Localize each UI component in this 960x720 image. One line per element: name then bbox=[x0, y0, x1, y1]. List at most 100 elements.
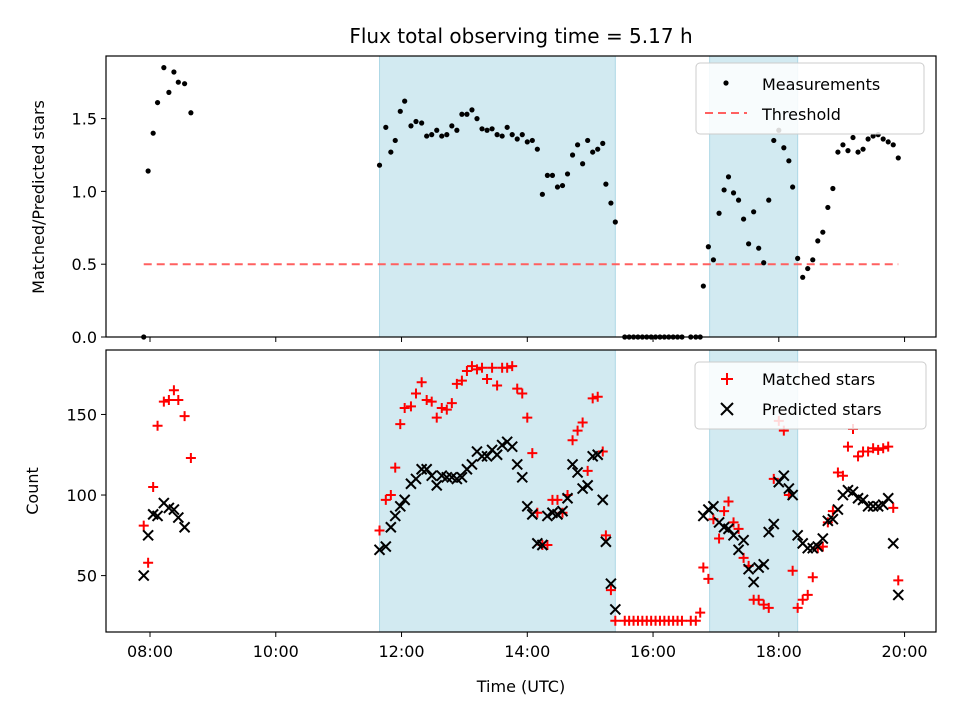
measurement-point bbox=[716, 210, 722, 216]
predicted-star-point bbox=[566, 458, 579, 471]
matched-star-point bbox=[703, 573, 714, 584]
predicted-star-point bbox=[609, 603, 622, 616]
matched-star-point bbox=[822, 517, 833, 528]
top-legend-box bbox=[695, 62, 925, 135]
measurement-point bbox=[413, 118, 419, 125]
y-tick-label: 50 bbox=[77, 567, 97, 586]
legend-marker-measurements bbox=[723, 80, 729, 86]
measurement-point bbox=[815, 238, 821, 244]
matched-star-point bbox=[873, 444, 884, 455]
measurement-point bbox=[376, 162, 383, 168]
predicted-star-point bbox=[887, 537, 899, 550]
matched-star-point bbox=[763, 602, 774, 613]
predicted-star-point bbox=[496, 439, 508, 451]
predicted-star-point bbox=[763, 526, 775, 538]
x-tick-label: 10:00 bbox=[253, 642, 299, 661]
predicted-star-point bbox=[431, 479, 443, 492]
matched-star-point bbox=[399, 403, 410, 414]
predicted-star-point bbox=[456, 471, 468, 484]
x-tick-label: 16:00 bbox=[630, 642, 676, 661]
predicted-star-point bbox=[812, 540, 824, 553]
matched-star-point bbox=[451, 378, 462, 389]
measurement-point bbox=[534, 146, 540, 152]
predicted-star-point bbox=[857, 494, 869, 506]
predicted-star-point bbox=[877, 498, 889, 511]
bottom-y-ticks: 50 100 150 bbox=[66, 405, 106, 586]
measurement-point bbox=[383, 124, 389, 130]
y-tick-label: 150 bbox=[66, 405, 97, 424]
measurement-point bbox=[514, 136, 520, 142]
measurement-point bbox=[860, 146, 866, 152]
measurement-point bbox=[590, 149, 596, 155]
measurement-point bbox=[524, 139, 530, 145]
matched-star-point bbox=[733, 523, 744, 534]
matched-star-point bbox=[168, 385, 179, 396]
measurement-point bbox=[479, 126, 485, 132]
matched-star-point bbox=[842, 441, 853, 452]
measurement-point bbox=[161, 65, 167, 71]
matched-star-point bbox=[832, 467, 843, 478]
matched-star-point bbox=[758, 599, 769, 610]
predicted-star-point bbox=[791, 529, 804, 542]
predicted-star-point bbox=[561, 492, 574, 504]
predicted-star-point bbox=[778, 469, 790, 482]
measurement-point bbox=[429, 132, 435, 138]
matched-star-point bbox=[853, 451, 864, 462]
matched-star-point bbox=[807, 572, 818, 583]
measurement-point bbox=[612, 219, 618, 225]
measurement-point bbox=[721, 187, 727, 193]
predicted-star-point bbox=[389, 510, 401, 522]
predicted-star-point bbox=[581, 479, 594, 492]
matched-star-point bbox=[542, 539, 553, 550]
measurement-point bbox=[539, 191, 545, 197]
predicted-star-point bbox=[511, 458, 523, 471]
measurement-point bbox=[850, 134, 856, 141]
matched-star-point bbox=[390, 462, 401, 473]
matched-star-point bbox=[728, 517, 739, 528]
predicted-star-point bbox=[536, 539, 549, 551]
measurement-point bbox=[735, 197, 742, 203]
predicted-star-point bbox=[541, 510, 554, 522]
predicted-star-point bbox=[491, 449, 503, 461]
legend-label-predicted: Predicted stars bbox=[762, 400, 882, 419]
measurement-point bbox=[820, 229, 826, 235]
x-tick-label: 08:00 bbox=[127, 642, 173, 661]
legend-marker-predicted bbox=[720, 402, 734, 416]
measurement-point bbox=[885, 139, 891, 145]
measurement-point bbox=[408, 123, 414, 129]
predicted-star-point bbox=[737, 534, 750, 546]
matched-star-point bbox=[597, 446, 608, 457]
top-y-ticks: 0.0 0.5 1.0 1.5 bbox=[72, 110, 106, 347]
measurement-point bbox=[519, 132, 525, 138]
matched-star-point bbox=[405, 401, 416, 412]
matched-star-point bbox=[787, 565, 798, 576]
predicted-star-point bbox=[847, 486, 859, 498]
measurement-point bbox=[805, 265, 811, 272]
predicted-star-point bbox=[576, 482, 589, 495]
matched-star-point bbox=[436, 403, 447, 414]
measurement-point bbox=[830, 185, 836, 192]
measurement-point bbox=[397, 108, 403, 114]
matched-star-point bbox=[385, 490, 396, 501]
predicted-star-point bbox=[758, 558, 770, 571]
matched-star-point bbox=[426, 396, 437, 407]
predicted-star-point bbox=[394, 500, 406, 513]
matched-stars-points bbox=[138, 361, 904, 626]
predicted-star-point bbox=[892, 589, 904, 601]
predicted-star-point bbox=[426, 469, 438, 482]
measurement-point bbox=[444, 132, 450, 138]
legend-label-threshold: Threshold bbox=[761, 105, 841, 124]
measurement-point bbox=[454, 127, 460, 133]
matched-star-point bbox=[148, 481, 159, 492]
predicted-star-point bbox=[783, 482, 795, 495]
matched-star-point bbox=[461, 365, 472, 376]
predicted-star-point bbox=[521, 500, 533, 513]
predicted-star-point bbox=[441, 471, 453, 484]
measurement-point bbox=[150, 130, 156, 136]
predicted-star-point bbox=[707, 500, 720, 513]
x-tick-label: 20:00 bbox=[882, 642, 928, 661]
predicted-star-point bbox=[151, 510, 164, 522]
predicted-star-point bbox=[398, 494, 411, 506]
matched-star-point bbox=[797, 594, 808, 605]
x-axis-label: Time (UTC) bbox=[476, 677, 565, 696]
